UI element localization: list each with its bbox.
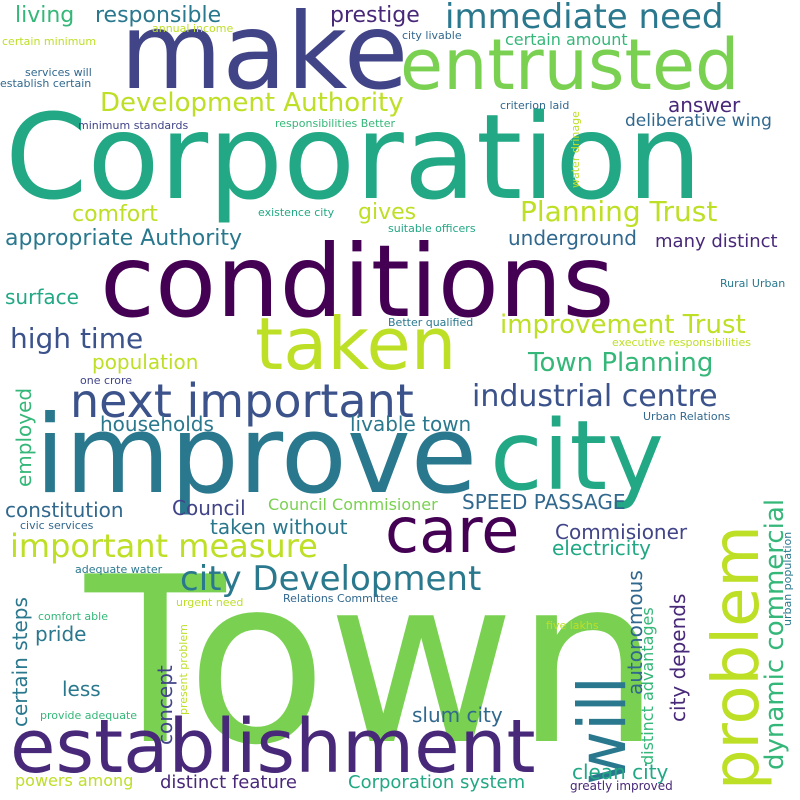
cloud-word: establishment [10,704,536,790]
cloud-word: Relations Committee [283,592,399,605]
cloud-word: suitable officers [388,222,476,235]
cloud-word: electricity [552,536,652,560]
cloud-word: urban population [781,531,794,626]
cloud-word: households [100,412,214,436]
cloud-word: entrusted [400,24,740,106]
cloud-word: executive responsibilities [612,336,751,349]
cloud-word: distinct advantages [638,607,657,765]
cloud-word: appropriate Authority [5,226,243,251]
cloud-word: Corporation [5,88,703,226]
cloud-word: pride [35,622,87,646]
cloud-word: Town [85,529,662,796]
cloud-word: industrial centre [472,379,718,414]
cloud-word: one crore [80,374,133,387]
cloud-word: deliberative wing [625,111,772,131]
cloud-word: city livable [402,29,462,42]
cloud-word: greatly improved [570,779,673,793]
cloud-word: services will [25,66,92,79]
cloud-word: gives [358,200,417,225]
cloud-word: clean city [572,760,669,784]
cloud-word: answer [668,93,741,117]
cloud-word: improvement Trust [500,310,746,340]
cloud-word: water drinage [569,111,582,188]
cloud-word: Better qualified [388,316,474,329]
cloud-word: care [385,494,520,567]
cloud-word: Council Commisioner [268,495,438,514]
cloud-word: constitution [5,498,124,522]
cloud-word: annual income [152,22,234,35]
cloud-word: important measure [10,527,318,565]
cloud-word: adequate water [75,563,163,576]
cloud-word: taken [255,302,457,386]
cloud-word: underground [508,226,637,250]
cloud-word: certain steps [8,597,32,727]
cloud-word: five lakhs [546,619,599,632]
cloud-word: livable town [350,412,472,436]
cloud-word: surface [5,285,79,309]
cloud-word: city depends [666,593,690,722]
cloud-word: Development Authority [100,88,404,118]
cloud-word: criterion laid [500,99,570,112]
cloud-word: conditions [100,223,615,340]
cloud-word: distinct feature [160,772,297,793]
cloud-word: existence city [258,206,335,219]
cloud-word: present problem [177,624,190,715]
cloud-word: Corporation system [348,772,526,793]
cloud-word: Council [172,496,246,520]
cloud-word: powers among [15,771,134,790]
cloud-word: establish certain [0,77,92,90]
cloud-word: comfort [72,202,158,227]
cloud-word: urgent need [176,596,244,609]
cloud-word: employed [12,387,36,487]
cloud-word: city [490,400,664,512]
cloud-word: civic services [20,519,94,532]
cloud-word: next important [70,374,414,428]
cloud-word: many distinct [655,231,778,252]
cloud-word: certain amount [505,30,628,49]
cloud-word: population [92,350,199,374]
cloud-word: minimum standards [78,119,189,132]
cloud-word: prestige [330,3,420,28]
cloud-word: city Development [180,559,482,599]
cloud-word: make [120,0,409,113]
cloud-word: provide adequate [40,709,138,722]
cloud-word: high time [10,322,144,355]
cloud-word: living [15,3,75,28]
cloud-word: less [62,677,101,701]
cloud-word: Rural Urban [720,277,786,290]
cloud-word: SPEED PASSAGE [462,490,626,514]
cloud-word: Commisioner [555,520,688,544]
cloud-word: concept [153,665,177,745]
cloud-word: comfort able [38,610,108,623]
cloud-word: responsibilities Better [275,117,395,130]
cloud-word: responsible [95,3,222,28]
cloud-word: Town Planning [528,348,714,378]
cloud-word: slum city [412,703,503,727]
cloud-word: Planning Trust [520,195,718,228]
cloud-word: taken without [210,515,348,539]
cloud-word: Urban Relations [643,410,731,423]
cloud-word: immediate need [445,0,724,37]
cloud-word: certain minimum [2,35,97,48]
cloud-word: improve [35,393,478,518]
